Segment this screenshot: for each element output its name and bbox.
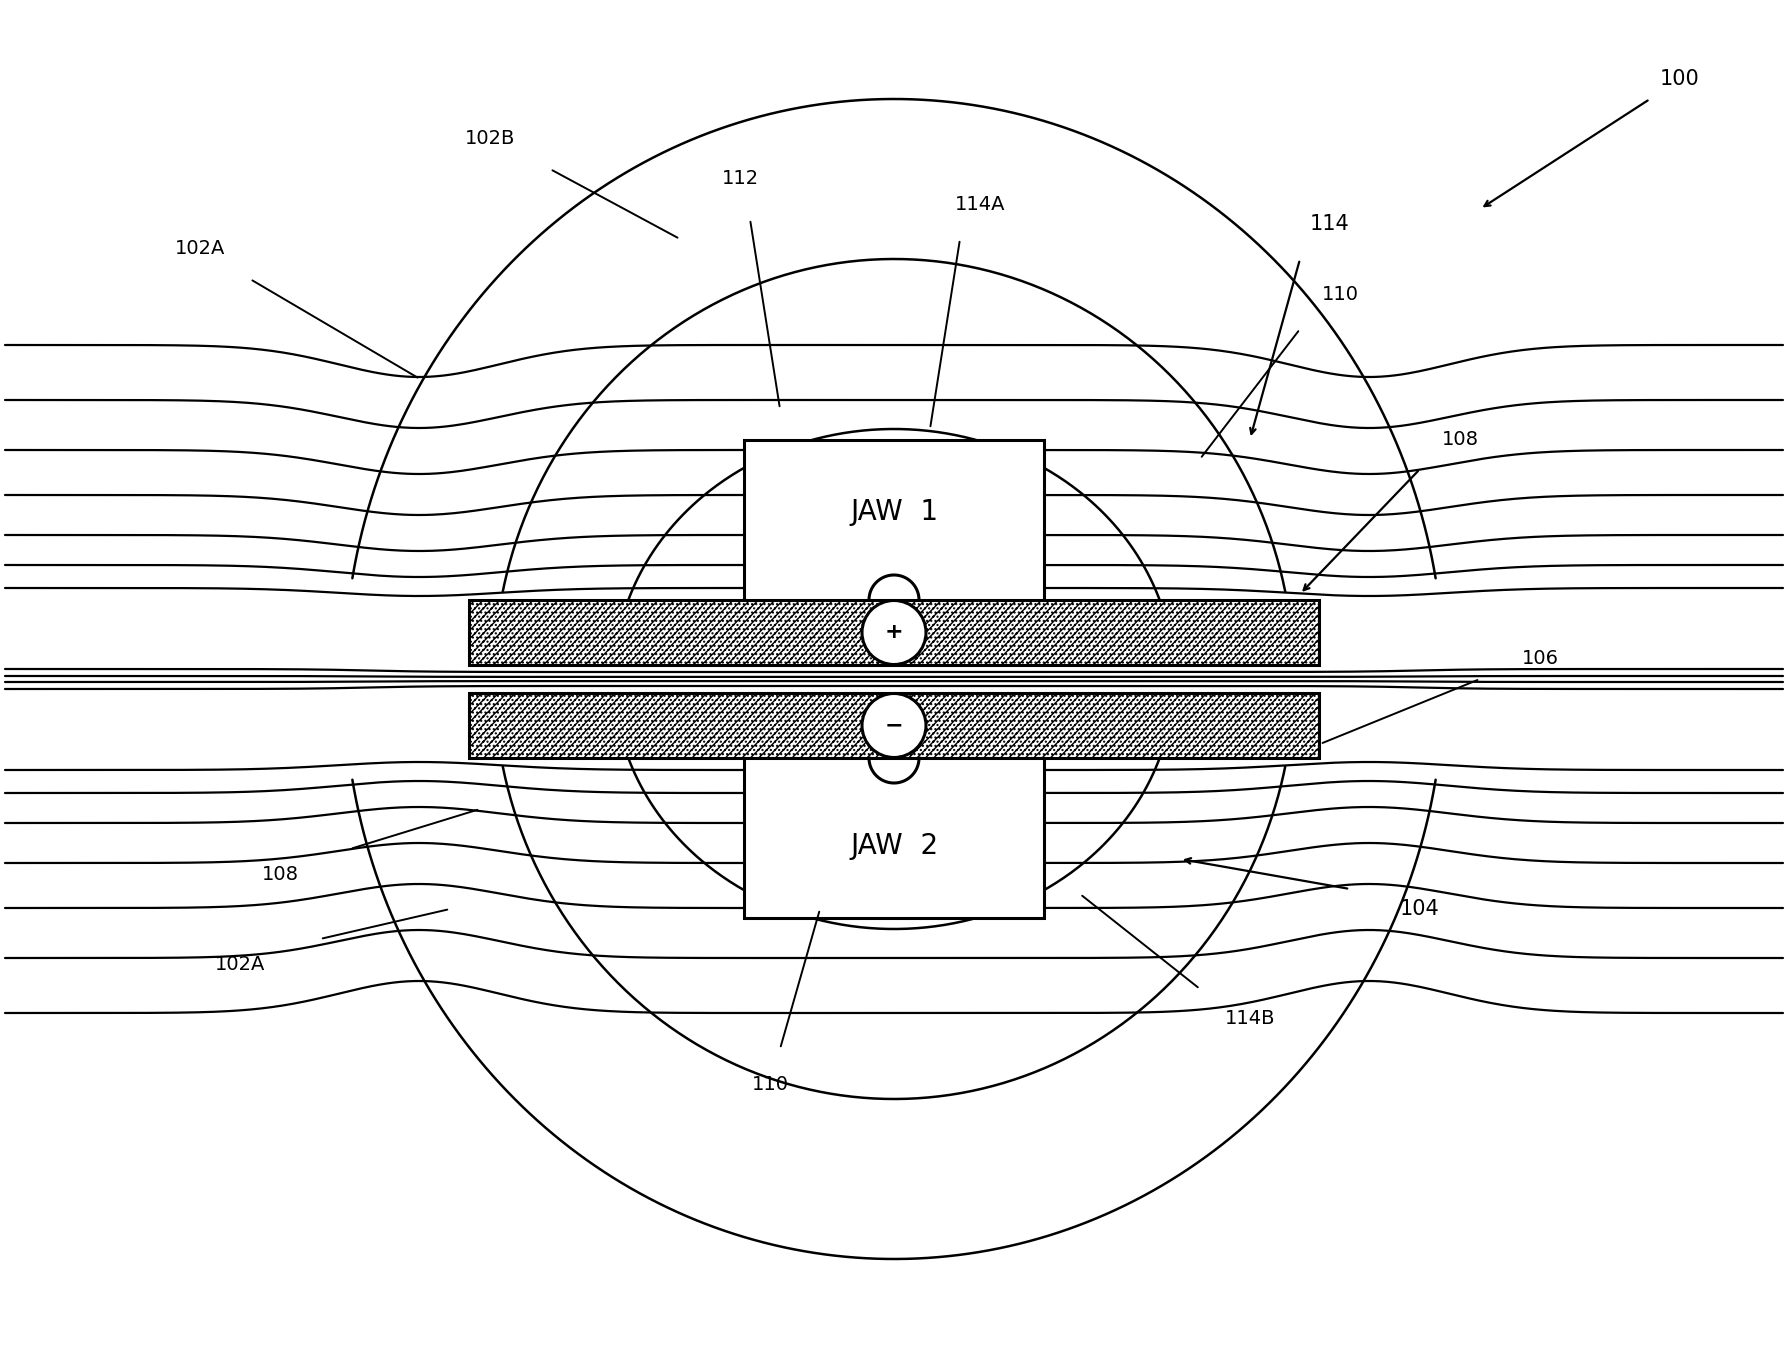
- Text: −: −: [885, 715, 903, 735]
- Text: 108: 108: [1441, 429, 1479, 448]
- Text: JAW  2: JAW 2: [849, 832, 939, 860]
- Text: JAW  1: JAW 1: [849, 497, 939, 526]
- Text: 112: 112: [721, 170, 758, 189]
- Text: 106: 106: [1522, 650, 1559, 669]
- Text: 100: 100: [1659, 69, 1700, 88]
- Text: 114B: 114B: [1225, 1010, 1275, 1029]
- Bar: [744, 758, 1044, 917]
- Text: 110: 110: [1321, 284, 1359, 303]
- Text: 104: 104: [1400, 900, 1439, 919]
- Text: 102A: 102A: [215, 954, 265, 973]
- Bar: [468, 693, 1320, 758]
- Circle shape: [862, 601, 926, 665]
- Bar: [744, 440, 1044, 601]
- Bar: [468, 601, 1320, 665]
- Circle shape: [862, 693, 926, 757]
- Text: 108: 108: [261, 864, 299, 883]
- Text: +: +: [885, 622, 903, 643]
- Bar: [468, 693, 1320, 758]
- Bar: [468, 601, 1320, 665]
- Text: 114: 114: [1311, 213, 1350, 234]
- Text: 102A: 102A: [175, 239, 225, 258]
- Text: 114A: 114A: [955, 194, 1005, 213]
- Text: 102B: 102B: [465, 129, 515, 148]
- Text: 110: 110: [751, 1075, 789, 1094]
